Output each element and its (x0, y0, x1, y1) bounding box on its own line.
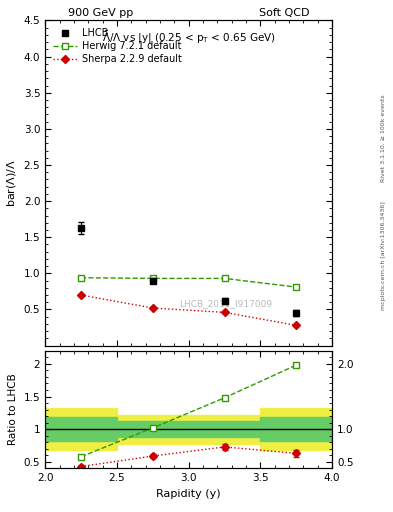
Text: 900 GeV pp: 900 GeV pp (68, 8, 133, 18)
Text: Rivet 3.1.10, ≥ 100k events: Rivet 3.1.10, ≥ 100k events (381, 94, 386, 182)
Text: LHCB_2011_I917009: LHCB_2011_I917009 (179, 299, 272, 308)
Bar (117, 415, 260, 443)
Bar (261, 417, 332, 441)
Text: mcplots.cern.ch [arXiv:1306.3436]: mcplots.cern.ch [arXiv:1306.3436] (381, 202, 386, 310)
Y-axis label: Ratio to LHCB: Ratio to LHCB (8, 374, 18, 445)
Bar (261, 408, 332, 450)
Text: Soft QCD: Soft QCD (259, 8, 309, 18)
Bar (45, 417, 117, 441)
Y-axis label: bar($\Lambda$)/$\Lambda$: bar($\Lambda$)/$\Lambda$ (5, 159, 18, 207)
Bar (117, 421, 260, 437)
X-axis label: Rapidity (y): Rapidity (y) (156, 489, 221, 499)
Legend: LHCB, Herwig 7.2.1 default, Sherpa 2.2.9 default: LHCB, Herwig 7.2.1 default, Sherpa 2.2.9… (50, 25, 185, 67)
Bar (45, 408, 117, 450)
Text: $\bar{\Lambda}/\Lambda$ vs |y| (0.25 < p$_\mathrm{T}$ < 0.65 GeV): $\bar{\Lambda}/\Lambda$ vs |y| (0.25 < p… (102, 30, 275, 47)
